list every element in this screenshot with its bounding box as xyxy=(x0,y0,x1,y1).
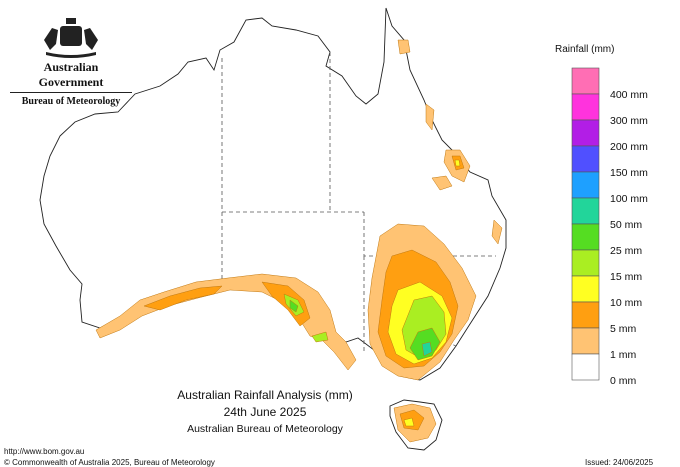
legend-swatch-300-400 xyxy=(571,93,600,121)
coat-of-arms-icon xyxy=(44,18,98,58)
rain-25mm-eyre xyxy=(289,299,299,313)
rainfall-shading xyxy=(95,39,503,443)
legend-label-100: 100 mm xyxy=(610,193,648,205)
legend-label-0: 0 mm xyxy=(610,375,637,387)
legend-swatch-1-5 xyxy=(571,327,600,355)
legend-title: Rainfall (mm) xyxy=(555,44,615,55)
legend-swatch-25-50 xyxy=(571,223,600,251)
government-branding: Australian Government Bureau of Meteorol… xyxy=(10,14,132,107)
legend-label-150: 150 mm xyxy=(610,167,648,179)
legend-swatch-above-400 xyxy=(571,67,600,95)
footer-copyright: © Commonwealth of Australia 2025, Bureau… xyxy=(4,458,215,467)
legend-swatch-200-300 xyxy=(571,119,600,147)
legend-label-25: 25 mm xyxy=(610,245,643,257)
legend-swatch-150-200 xyxy=(571,145,600,173)
government-name: Australian Government xyxy=(38,60,104,89)
branding-divider xyxy=(10,92,132,93)
legend-swatch-0-1 xyxy=(571,353,600,381)
legend-label-15: 15 mm xyxy=(610,271,643,283)
legend-swatch-10-15 xyxy=(571,275,600,303)
footer-url[interactable]: http://www.bom.gov.au xyxy=(4,447,85,456)
rain-1mm-cairns xyxy=(425,103,435,131)
legend-label-50: 50 mm xyxy=(610,219,643,231)
department-name: Bureau of Meteorology xyxy=(21,96,121,107)
rain-50mm-se xyxy=(421,341,433,357)
footer-issued: Issued: 24/06/2025 xyxy=(585,458,654,467)
legend-label-10: 10 mm xyxy=(610,297,643,309)
legend-swatch-100-150 xyxy=(571,171,600,199)
legend-label-1: 1 mm xyxy=(610,349,637,361)
map-date: 24th June 2025 xyxy=(223,405,307,419)
legend-swatches xyxy=(571,67,600,381)
rain-10mm-mackay xyxy=(454,159,461,167)
map-source: Australian Bureau of Meteorology xyxy=(187,423,343,435)
rain-10mm-tas xyxy=(403,417,415,427)
map-title: Australian Rainfall Analysis (mm) xyxy=(177,388,353,402)
legend-label-200: 200 mm xyxy=(610,141,648,153)
rain-5mm-south-coast xyxy=(143,285,223,311)
rain-1mm-nqld xyxy=(397,39,411,55)
rain-1mm-central-qld xyxy=(431,175,453,191)
legend-label-5: 5 mm xyxy=(610,323,637,335)
legend-swatch-50-100 xyxy=(571,197,600,225)
legend-label-300: 300 mm xyxy=(610,115,648,127)
rain-1mm-se-qld xyxy=(491,219,503,245)
legend-swatch-15-25 xyxy=(571,249,600,277)
legend-swatch-5-10 xyxy=(571,301,600,329)
legend-label-400: 400 mm xyxy=(610,89,648,101)
rain-15mm-fleurieu xyxy=(311,331,329,343)
